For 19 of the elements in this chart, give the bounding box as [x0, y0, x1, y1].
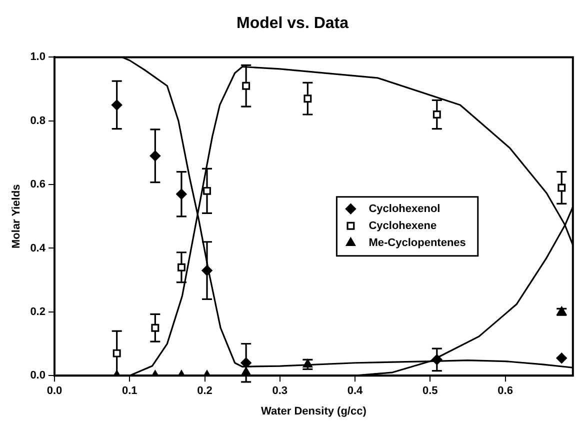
legend-label: Me-Cyclopentenes: [368, 236, 466, 249]
x-tick-label: 0.5: [422, 385, 438, 398]
legend-label: Cyclohexene: [368, 220, 437, 232]
x-tick-label: 0.6: [498, 385, 513, 398]
x-tick-label: 0.1: [122, 385, 138, 398]
chart-title: Model vs. Data: [236, 15, 349, 32]
y-tick-label: 0.0: [30, 370, 46, 382]
x-tick-label: 0.0: [46, 385, 62, 398]
x-axis-title: Water Density (g/cc): [261, 405, 367, 418]
y-tick-label: 0.8: [30, 114, 46, 127]
x-tick-label: 0.4: [347, 385, 364, 398]
x-tick-label: 0.2: [197, 385, 212, 398]
y-tick-label: 0.2: [30, 306, 46, 318]
x-tick-label: 0.3: [272, 385, 288, 398]
legend-label: Cyclohexenol: [368, 202, 440, 215]
y-tick-label: 0.6: [30, 178, 46, 191]
y-tick-label: 1.0: [30, 51, 46, 64]
y-axis-title: Molar Yields: [10, 184, 23, 248]
y-tick-label: 0.4: [30, 242, 46, 254]
